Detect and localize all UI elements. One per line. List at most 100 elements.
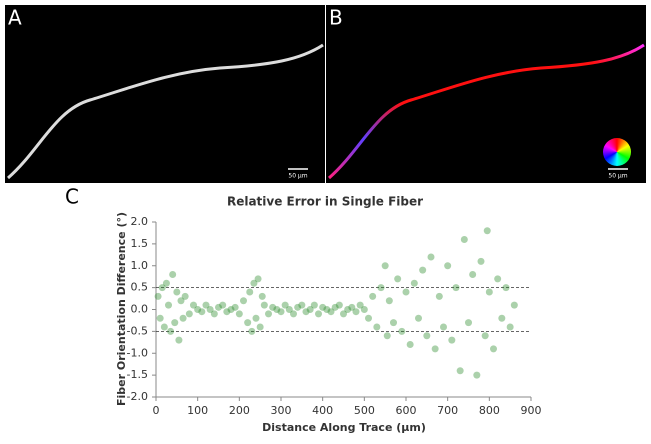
point [165,301,172,309]
point [202,301,210,309]
point [344,306,352,313]
point [335,301,343,309]
point [240,297,247,305]
point [419,266,427,274]
point [248,327,256,335]
point [340,310,347,318]
point [402,288,410,296]
y-tick-label: 1.5 [131,237,149,250]
point [265,310,272,318]
point [210,310,218,318]
point [277,308,285,316]
point [227,306,235,313]
scale-bar-label: 50 µm [608,173,627,180]
point [171,319,179,327]
point [440,323,447,331]
x-tick-label: 0 [153,404,160,417]
point [258,292,266,300]
point [319,303,327,311]
x-tick-label: 200 [229,404,250,417]
scale-bar-label: 50 µm [288,173,307,180]
point [154,292,162,300]
x-tick-label: 800 [479,404,500,417]
point [175,336,183,344]
x-tick-label: 600 [396,404,417,417]
point [510,301,518,309]
point [246,288,254,296]
x-tick-label: 700 [437,404,458,417]
point [162,279,170,287]
point [431,345,439,353]
point [406,341,414,348]
point [327,308,335,316]
point [290,310,297,318]
point [381,262,389,270]
x-tick-label: 300 [271,404,292,417]
point [506,323,514,331]
y-tick-label: 0.5 [131,281,149,294]
point [490,345,497,353]
point [158,284,166,292]
x-tick-label: 100 [187,404,208,417]
point [252,314,260,322]
point [235,310,243,318]
y-tick-label: -2.0 [127,390,148,403]
point [398,327,406,335]
point [194,306,202,313]
point [173,288,181,296]
point [423,332,431,340]
panel-label: A [8,6,22,30]
point [410,279,418,287]
point [206,306,214,313]
x-tick-label: 900 [521,404,542,417]
point [315,310,322,318]
point [190,301,197,309]
point [302,308,310,316]
point [502,284,510,292]
point [348,303,356,311]
point [323,306,331,313]
point [294,303,302,311]
point [260,301,268,309]
fiber [7,43,324,180]
image-b [326,5,646,183]
point [254,275,262,283]
point [167,327,175,335]
x-tick-label: 400 [312,404,333,417]
point [352,308,360,316]
point [219,301,227,309]
point [223,308,231,316]
point [369,292,377,300]
point [298,301,306,309]
point [156,314,164,322]
point [481,332,489,340]
point [160,323,168,331]
point [485,288,493,296]
point [435,292,443,300]
point [256,323,264,331]
point [169,271,177,278]
point [383,332,391,340]
y-tick-label: 0.0 [131,303,149,316]
point [498,314,506,322]
point [360,306,368,313]
panel-label: B [329,6,343,30]
point [427,253,435,261]
fiber-colored [328,43,645,180]
point [477,257,485,265]
point [281,301,289,309]
panel-label: C [65,185,79,209]
y-axis-label: Fiber Orientation Difference (°) [115,212,128,406]
color-wheel [603,138,631,166]
point [215,303,222,311]
point [494,275,502,283]
point [179,314,187,322]
y-tick-label: -0.5 [127,324,148,337]
point [181,292,189,300]
point [285,306,293,313]
point [465,319,472,327]
point [377,284,385,292]
point [306,306,314,313]
point [390,319,397,327]
